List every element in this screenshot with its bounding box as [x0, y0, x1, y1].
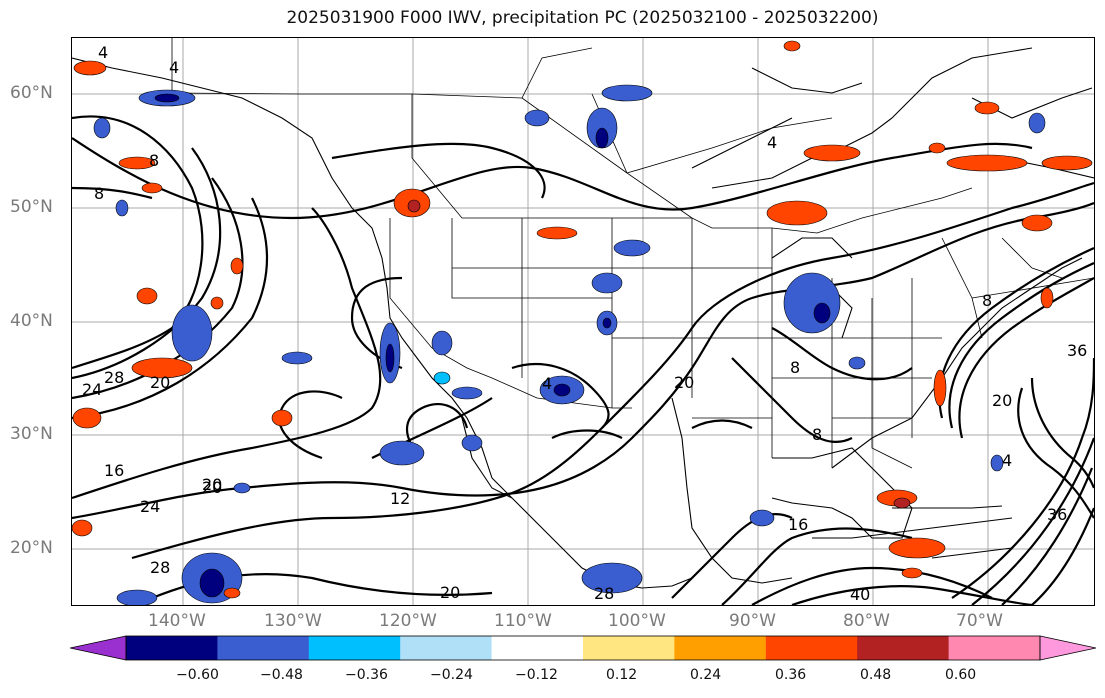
- colorbar-segment: [674, 636, 767, 660]
- coastlines: [72, 47, 1094, 589]
- colorbar-outline: [125, 635, 1041, 661]
- contour-label: 20: [150, 373, 170, 392]
- contour-label: 28: [104, 368, 124, 387]
- contour-label: 4: [1002, 451, 1012, 470]
- contour-label: 8: [982, 291, 992, 310]
- contour-label: 20: [440, 583, 460, 602]
- contour-labels: 4 4 4 8 8 8 16 20 20 24 24 28 28 12 20 4…: [82, 43, 1087, 604]
- colorbar-segment: [491, 636, 584, 660]
- contour-label: 4: [767, 133, 777, 152]
- contour-label: 8: [790, 358, 800, 377]
- contour-label: 8: [812, 425, 822, 444]
- colorbar-extend-low: [70, 635, 127, 661]
- colorbar-segment: [308, 636, 401, 660]
- contour-label: 24: [82, 380, 102, 399]
- contour-label: 4: [98, 43, 108, 62]
- colorbar-extend-high: [1039, 635, 1096, 661]
- contour-label: 28: [150, 558, 170, 577]
- colorbar-segment: [400, 636, 493, 660]
- lat-label-60n: 60°N: [10, 83, 53, 103]
- graticule: [72, 38, 1094, 605]
- contour-label: 20: [202, 478, 222, 497]
- colorbar-tick-label: 0.12: [606, 667, 638, 683]
- precip-pc-shading: [72, 40, 1093, 605]
- contour-label: 16: [104, 461, 124, 480]
- contour-label: 12: [390, 489, 410, 508]
- colorbar-tick-label: 0.48: [860, 667, 892, 683]
- lon-label-80w: 80°W: [843, 611, 890, 631]
- contour-label: 24: [140, 497, 160, 516]
- colorbar-segment: [765, 636, 858, 660]
- lat-label-20n: 20°N: [10, 538, 53, 558]
- contour-label: 20: [202, 475, 222, 494]
- colorbar-tick-label: −0.24: [430, 667, 473, 683]
- lon-label-140w: 140°W: [148, 611, 206, 631]
- lon-label-110w: 110°W: [494, 611, 552, 631]
- lat-label-50n: 50°N: [10, 197, 53, 217]
- colorbar-tick-label: −0.60: [176, 667, 219, 683]
- colorbar-tick-label: −0.48: [260, 667, 303, 683]
- map-panel: 4 4 4 8 8 8 16 20 20 24 24 28 28 12 20 4…: [71, 37, 1095, 606]
- colorbar-tick-label: −0.36: [345, 667, 388, 683]
- contour-label: 36: [1067, 341, 1087, 360]
- lat-label-40n: 40°N: [10, 311, 53, 331]
- contour-label: 8: [149, 151, 159, 170]
- colorbar-tick-label: 0.60: [945, 667, 977, 683]
- colorbar-segment: [217, 636, 310, 660]
- map-canvas: 4 4 4 8 8 8 16 20 20 24 24 28 28 12 20 4…: [72, 38, 1094, 605]
- contour-label: 16: [788, 515, 808, 534]
- contour-label: 40: [850, 585, 870, 604]
- lon-label-130w: 130°W: [264, 611, 322, 631]
- colorbar-segment: [583, 636, 675, 660]
- contour-label: 20: [674, 373, 694, 392]
- colorbar: [70, 635, 1096, 661]
- colorbar-segments: [126, 636, 1041, 660]
- colorbar-segment: [126, 636, 218, 660]
- lon-label-100w: 100°W: [608, 611, 666, 631]
- contour-label: 4: [169, 58, 179, 77]
- contour-label: 36: [1047, 505, 1067, 524]
- contour-label: 4: [542, 374, 552, 393]
- colorbar-segment: [948, 636, 1041, 660]
- contour-label: 28: [594, 584, 614, 603]
- colorbar-segment: [857, 636, 950, 660]
- lon-label-120w: 120°W: [379, 611, 437, 631]
- lon-label-70w: 70°W: [956, 611, 1003, 631]
- contour-label: 20: [992, 391, 1012, 410]
- lon-label-90w: 90°W: [729, 611, 776, 631]
- colorbar-tick-label: −0.12: [515, 667, 558, 683]
- lat-label-30n: 30°N: [10, 424, 53, 444]
- political-borders: [171, 38, 1094, 469]
- iwv-contours: [72, 115, 1094, 605]
- colorbar-tick-label: 0.36: [775, 667, 807, 683]
- colorbar-tick-label: 0.24: [690, 667, 722, 683]
- map-title: 2025031900 F000 IWV, precipitation PC (2…: [286, 8, 879, 28]
- contour-label: 8: [94, 184, 104, 203]
